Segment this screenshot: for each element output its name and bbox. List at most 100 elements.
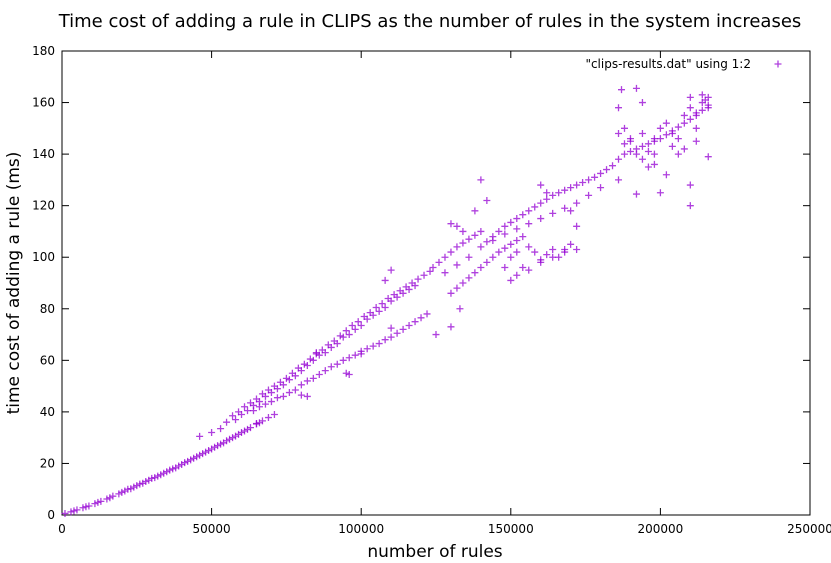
data-point — [339, 356, 347, 364]
data-point — [513, 248, 521, 256]
data-point — [273, 385, 281, 393]
data-point — [519, 264, 527, 272]
data-point — [674, 123, 682, 131]
data-point — [363, 315, 371, 323]
data-point — [223, 418, 231, 426]
data-point — [620, 150, 628, 158]
data-point — [549, 191, 557, 199]
data-point — [417, 314, 425, 322]
data-point — [525, 220, 533, 228]
data-point — [381, 303, 389, 311]
data-point — [136, 480, 144, 488]
data-point — [471, 231, 479, 239]
data-point — [202, 448, 210, 456]
data-point — [483, 238, 491, 246]
data-point — [662, 119, 670, 127]
data-point — [453, 261, 461, 269]
data-point — [513, 215, 521, 223]
data-point — [342, 327, 350, 335]
data-point — [190, 454, 198, 462]
data-point — [477, 176, 485, 184]
data-point — [187, 456, 195, 464]
data-point — [686, 104, 694, 112]
data-point — [306, 355, 314, 363]
x-tick-label: 100000 — [338, 522, 384, 536]
data-point — [208, 445, 216, 453]
data-point — [585, 176, 593, 184]
data-point — [555, 253, 563, 261]
data-point — [513, 236, 521, 244]
data-point — [573, 181, 581, 189]
data-point — [345, 331, 353, 339]
data-point — [591, 173, 599, 181]
x-axis-label: number of rules — [367, 542, 502, 562]
data-point — [375, 307, 383, 315]
y-tick-label: 0 — [47, 508, 55, 522]
data-point — [255, 403, 263, 411]
data-point — [668, 142, 676, 150]
data-point — [387, 324, 395, 332]
data-point — [309, 356, 317, 364]
data-point — [459, 279, 467, 287]
data-point — [291, 372, 299, 380]
data-point — [82, 503, 90, 511]
data-point — [674, 150, 682, 158]
data-point — [387, 266, 395, 274]
data-point — [264, 414, 272, 422]
data-point — [465, 274, 473, 282]
data-point — [638, 155, 646, 163]
data-point — [73, 506, 81, 514]
data-point — [342, 369, 350, 377]
data-point — [471, 207, 479, 215]
data-point — [456, 305, 464, 313]
data-point — [531, 248, 539, 256]
y-tick-label: 140 — [32, 147, 55, 161]
data-point — [692, 137, 700, 145]
data-point — [561, 245, 569, 253]
data-point — [680, 119, 688, 127]
data-point — [357, 322, 365, 330]
data-point — [525, 266, 533, 274]
data-point — [261, 400, 269, 408]
data-point — [91, 500, 99, 508]
data-point — [615, 176, 623, 184]
data-point — [157, 471, 165, 479]
data-point — [214, 442, 222, 450]
axis-ticks: 0 50000 100000 150000 200000 250000 0 20 40 60 80 1… — [32, 44, 831, 536]
data-point — [315, 371, 323, 379]
data-point — [435, 258, 443, 266]
data-point — [321, 367, 329, 375]
data-point — [441, 269, 449, 277]
data-point — [519, 233, 527, 241]
x-tick-label: 150000 — [488, 522, 534, 536]
data-point — [405, 285, 413, 293]
data-point — [573, 199, 581, 207]
y-tick-label: 20 — [40, 456, 55, 470]
data-point — [597, 184, 605, 192]
data-point — [644, 140, 652, 148]
data-point — [662, 131, 670, 139]
data-point — [226, 435, 234, 443]
data-point — [261, 392, 269, 400]
data-point — [531, 203, 539, 211]
data-point — [447, 248, 455, 256]
data-point — [351, 351, 359, 359]
data-point — [483, 197, 491, 205]
data-point — [603, 166, 611, 174]
legend-label: "clips-results.dat" using 1:2 — [585, 57, 751, 71]
data-point — [459, 227, 467, 235]
data-point — [393, 329, 401, 337]
data-point — [267, 389, 275, 397]
data-point — [620, 140, 628, 148]
data-point — [609, 162, 617, 170]
data-point — [208, 429, 216, 437]
data-point — [372, 303, 380, 311]
data-point — [549, 245, 557, 253]
data-point — [650, 150, 658, 158]
data-point — [339, 333, 347, 341]
data-point — [543, 251, 551, 259]
chart-title: Time cost of adding a rule in CLIPS as t… — [58, 11, 802, 32]
data-point — [369, 342, 377, 350]
data-point — [166, 466, 174, 474]
data-point — [279, 381, 287, 389]
